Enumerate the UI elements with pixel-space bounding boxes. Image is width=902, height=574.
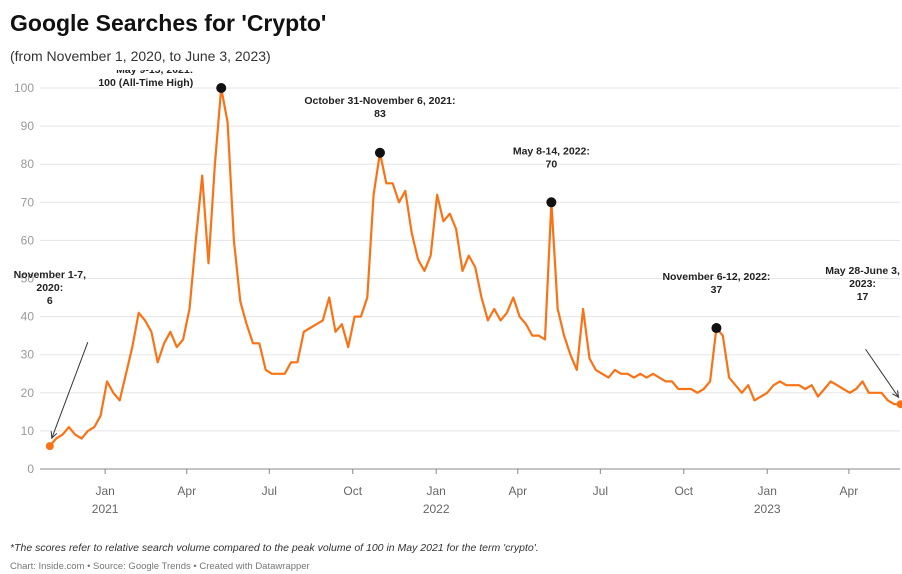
x-tick-label: Apr: [840, 484, 859, 498]
annotation-label: May 8-14, 2022:: [513, 145, 590, 157]
x-tick-label: Jan: [758, 484, 777, 498]
annotation-label: May 9-15, 2021:: [116, 70, 193, 76]
x-year-label: 2023: [754, 502, 781, 516]
y-tick-label: 70: [21, 195, 35, 209]
chart-title: Google Searches for 'Crypto': [10, 10, 327, 36]
annotation-arrow: [51, 341, 89, 439]
y-tick-label: 0: [27, 462, 34, 476]
y-tick-label: 10: [21, 424, 35, 438]
annotation-label: November 1-7,: [14, 269, 86, 281]
source-credit: Chart: Inside.com • Source: Google Trend…: [10, 561, 310, 572]
annotation-label: 83: [374, 108, 386, 120]
annotation-label: 100 (All-Time High): [98, 77, 193, 89]
y-tick-label: 80: [21, 157, 35, 171]
x-year-label: 2022: [423, 502, 450, 516]
y-tick-label: 30: [21, 348, 35, 362]
annotation-label: 17: [857, 291, 869, 303]
chart-subtitle: (from November 1, 2020, to June 3, 2023): [10, 48, 271, 64]
annotation-label: November 6-12, 2022:: [662, 271, 770, 283]
y-tick-label: 90: [21, 119, 35, 133]
gridlines: [40, 87, 900, 470]
y-tick-label: 60: [21, 233, 35, 247]
annotation-marker: [216, 83, 227, 93]
y-axis: 0 10 20 30 40 50 60 70 80 90 100: [14, 81, 34, 476]
annotation-arrowhead: [50, 431, 58, 440]
annotation-label: May 28-June 3,: [825, 265, 900, 277]
annotation-label: 2020:: [36, 282, 63, 294]
end-point: [896, 400, 902, 409]
series: [45, 86, 902, 451]
annotations: November 1-7,2020:6 May 9-15, 2021:100 (A…: [14, 70, 900, 440]
x-tick-label: Jul: [262, 484, 277, 498]
x-tick-label: Apr: [177, 484, 196, 498]
annotation-label: 6: [47, 295, 53, 307]
annotation-label: 2023:: [849, 278, 876, 290]
x-tick-label: Oct: [343, 484, 362, 498]
series-line: [48, 86, 902, 448]
x-tick-label: Oct: [674, 484, 693, 498]
y-tick-label: 100: [14, 81, 34, 95]
annotation-label: 70: [546, 158, 558, 170]
x-tick-label: Jan: [427, 484, 446, 498]
annotation-marker: [711, 323, 722, 334]
y-tick-label: 20: [21, 386, 35, 400]
footnote: *The scores refer to relative search vol…: [10, 542, 539, 554]
annotation-arrow: [865, 348, 899, 398]
x-axis: Jan 2021 Apr Jul Oct Jan 2022 Apr Jul Oct Jan 2023 A…: [92, 469, 858, 516]
annotation-marker: [546, 197, 557, 208]
start-point: [45, 442, 54, 451]
x-tick-label: Jan: [95, 484, 114, 498]
x-year-label: 2021: [92, 502, 119, 516]
annotation-label: October 31-November 6, 2021:: [304, 95, 455, 107]
annotation-marker: [374, 147, 385, 158]
annotation-label: 37: [711, 284, 723, 296]
annotation-arrowhead: [892, 390, 900, 399]
y-tick-label: 50: [21, 272, 35, 286]
x-tick-label: Jul: [593, 484, 608, 498]
x-tick-label: Apr: [508, 484, 527, 498]
y-tick-label: 40: [21, 310, 35, 324]
